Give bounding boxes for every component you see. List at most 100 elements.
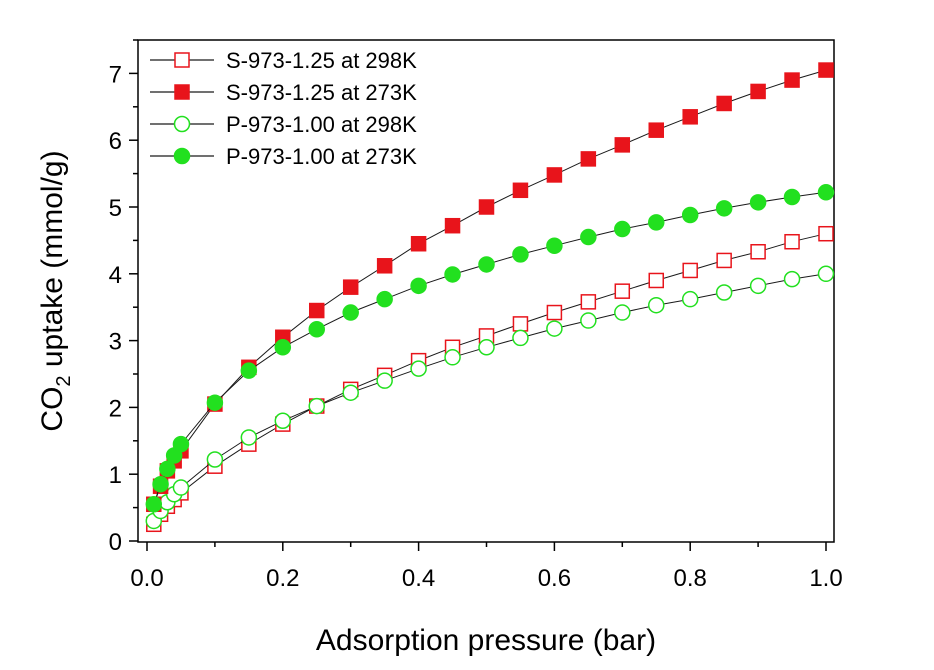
data-point	[478, 256, 495, 273]
data-point	[784, 72, 800, 88]
legend-marker	[173, 115, 191, 133]
data-point	[172, 479, 190, 496]
data-point	[580, 294, 597, 310]
y-tick-label: 1	[109, 462, 122, 489]
data-point	[512, 329, 529, 347]
data-point	[376, 290, 393, 308]
series-4	[145, 184, 835, 513]
data-point	[512, 316, 529, 332]
data-point	[308, 397, 325, 415]
data-point	[546, 237, 563, 254]
data-point	[750, 244, 766, 260]
data-point	[648, 122, 664, 138]
y-tick-label: 0	[109, 529, 122, 556]
data-point	[716, 95, 732, 112]
y-axis-title: CO2 uptake (mmol/g)	[36, 150, 75, 431]
data-point	[342, 384, 359, 401]
data-point	[681, 206, 699, 224]
y-axis-title-subscript: 2	[53, 375, 75, 386]
data-point	[145, 496, 163, 513]
x-axis-title: Adsorption pressure (bar)	[316, 624, 656, 657]
data-point	[614, 304, 631, 321]
data-point	[818, 62, 834, 78]
data-point	[274, 339, 292, 356]
data-point	[172, 435, 190, 453]
series-line	[153, 273, 827, 522]
data-point	[580, 228, 597, 246]
legend-entry: S-973-1.25 at 298K	[150, 48, 417, 73]
data-point	[716, 252, 732, 269]
legend-marker	[173, 147, 191, 165]
data-point	[152, 475, 169, 493]
data-point	[715, 284, 733, 301]
series-1	[146, 225, 834, 533]
data-point	[614, 283, 631, 299]
data-point	[410, 277, 427, 295]
data-point	[749, 277, 767, 295]
data-point	[580, 312, 597, 329]
data-point	[817, 265, 835, 283]
data-point	[546, 320, 563, 337]
legend-marker	[174, 84, 190, 100]
x-tick-label: 0.2	[266, 565, 299, 592]
data-point	[444, 266, 461, 283]
legend-label: P-973-1.00 at 273K	[226, 144, 417, 169]
data-point	[308, 320, 325, 338]
data-point	[750, 83, 766, 100]
legend-label: S-973-1.25 at 273K	[226, 80, 417, 105]
data-point	[818, 225, 834, 242]
data-point	[478, 339, 495, 356]
data-point	[444, 217, 461, 234]
legend-entry: P-973-1.00 at 273K	[150, 144, 417, 169]
series-line	[153, 233, 827, 525]
y-axis-title-prefix: CO	[36, 387, 69, 432]
data-point	[614, 137, 631, 153]
data-point	[444, 349, 461, 366]
data-point	[512, 182, 529, 199]
data-point	[410, 235, 427, 252]
data-point	[682, 109, 698, 125]
data-point	[715, 200, 733, 217]
y-tick-label: 7	[109, 61, 122, 88]
data-point	[546, 304, 563, 321]
data-point	[546, 167, 563, 183]
data-point	[817, 184, 835, 201]
x-tick-label: 0.0	[130, 565, 163, 592]
y-tick-label: 5	[109, 195, 122, 222]
data-point	[478, 199, 495, 215]
data-point	[580, 151, 597, 167]
data-point	[206, 394, 224, 411]
legend-marker	[174, 52, 190, 68]
legend-label: S-973-1.25 at 298K	[226, 48, 417, 73]
y-tick-label: 3	[109, 329, 122, 356]
data-point	[159, 460, 176, 478]
data-point	[376, 258, 393, 274]
data-point	[648, 272, 664, 289]
y-tick-label: 4	[109, 262, 122, 289]
legend: S-973-1.25 at 298K S-973-1.25 at 273K P-97…	[150, 48, 417, 169]
data-point	[783, 188, 801, 206]
series-layer	[145, 62, 835, 533]
y-axis-title-suffix: uptake (mmol/g)	[36, 150, 69, 375]
y-tick-label: 2	[109, 395, 122, 422]
data-point	[240, 362, 258, 379]
data-point	[309, 302, 325, 319]
data-point	[681, 290, 699, 308]
data-point	[512, 246, 529, 263]
series-3	[145, 265, 835, 530]
legend-entry: S-973-1.25 at 273K	[150, 80, 417, 105]
data-point	[342, 279, 359, 295]
data-point	[614, 220, 631, 238]
data-point	[648, 296, 665, 314]
data-point	[784, 233, 800, 250]
data-point	[410, 360, 427, 377]
axes-layer: 0.0 0.2 0.4 0.6 0.8 1.0 0 1 2 3 4 5 6 7	[109, 39, 843, 592]
data-point	[240, 429, 258, 446]
data-point	[648, 214, 665, 231]
x-tick-label: 0.8	[674, 565, 707, 592]
data-point	[376, 372, 393, 389]
data-point	[783, 270, 801, 288]
x-tick-label: 0.6	[538, 565, 571, 592]
data-point	[749, 194, 767, 211]
